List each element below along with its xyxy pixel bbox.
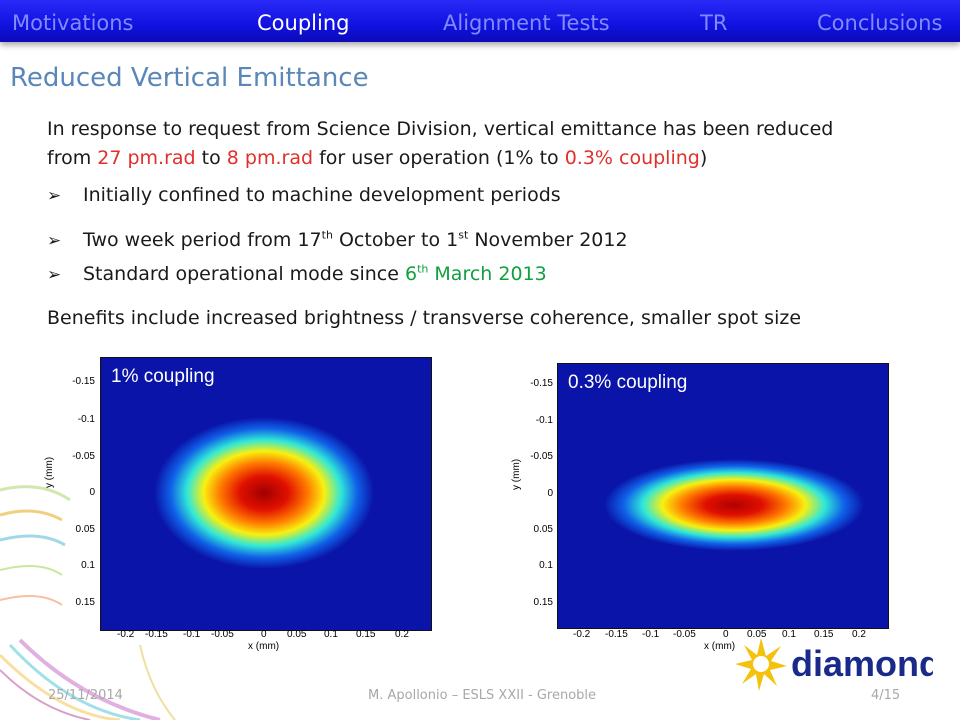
section-nav-bar: Motivations Coupling Alignment Tests TR … (0, 0, 960, 42)
x-tick-label: 0.05 (287, 629, 307, 640)
footer-date: 25/11/2014 (48, 688, 123, 703)
intro-text: for user operation (1% to (313, 147, 565, 169)
bullet-superscript: st (458, 228, 469, 242)
y-axis-label: y (mm) (44, 456, 55, 488)
coupling-after: 0.3% coupling (564, 147, 700, 169)
intro-line-1: In response to request from Science Divi… (47, 118, 834, 140)
bullet-item: ➢ Standard operational mode since 6th Mar… (47, 260, 547, 290)
y-tick-label: -0.1 (535, 415, 553, 426)
decorative-streaks (0, 485, 176, 720)
y-tick-label: 0.1 (81, 560, 95, 571)
bullet-text: October to 1 (332, 229, 459, 251)
diamond-logo: diamond (733, 634, 941, 698)
x-tick-label: 0.2 (395, 629, 409, 640)
bullet-date-highlight: 6 (404, 263, 418, 285)
diamond-logo-icon: diamond (735, 638, 941, 691)
arrow-bullet-icon: ➢ (47, 186, 62, 206)
intro-text: to (195, 147, 227, 169)
bullet-superscript: th (321, 228, 333, 242)
nav-item-motivations[interactable]: Motivations (12, 11, 134, 35)
bullet-text: Two week period from 17 (83, 229, 322, 251)
nav-item-tr[interactable]: TR (700, 11, 728, 35)
y-tick-label: -0.05 (530, 451, 553, 462)
x-tick-label: 0.2 (852, 629, 866, 640)
y-tick-label: 0 (89, 487, 95, 498)
bullet-item: ➢ Initially confined to machine developme… (47, 181, 561, 211)
x-tick-label: -0.05 (673, 629, 696, 640)
intro-text: ) (699, 147, 708, 169)
nav-item-conclusions[interactable]: Conclusions (817, 11, 943, 35)
y-axis-label: y (mm) (511, 458, 522, 490)
y-tick-label: 0.15 (533, 597, 553, 608)
plot-frame: 0.3% coupling (557, 363, 889, 629)
arrow-bullet-icon: ➢ (47, 265, 62, 285)
emittance-after: 8 pm.rad (226, 147, 314, 169)
bullet-item: ➢ Two week period from 17th October to 1s… (47, 226, 628, 256)
plot-label: 0.3% coupling (568, 372, 688, 393)
x-tick-label: -0.2 (117, 629, 135, 640)
x-tick-label: -0.2 (573, 629, 591, 640)
y-tick-label: 0.1 (539, 560, 553, 571)
bullet-date-highlight: March 2013 (428, 263, 547, 285)
y-tick-label: 0.15 (75, 597, 95, 608)
y-tick-label: -0.15 (530, 378, 553, 389)
benefits-text: Benefits include increased brightness / … (47, 307, 802, 329)
x-tick-label: 0 (723, 629, 729, 640)
bullet-superscript: th (417, 262, 429, 276)
footer-page-number: 4/15 (871, 688, 901, 703)
y-tick-label: -0.05 (72, 451, 95, 462)
y-tick-label: 0.05 (533, 524, 553, 535)
footer-author: M. Apollonio – ESLS XXII - Grenoble (368, 688, 597, 703)
x-tick-label: 0.05 (747, 629, 767, 640)
x-tick-label: -0.05 (211, 629, 234, 640)
y-tick-label: 0 (547, 488, 553, 499)
bullet-text: November 2012 (468, 229, 628, 251)
nav-item-coupling[interactable]: Coupling (257, 11, 350, 35)
bullet-text: Standard operational mode since (83, 263, 405, 285)
arrow-bullet-icon: ➢ (47, 231, 62, 251)
x-tick-label: 0.1 (324, 629, 338, 640)
y-tick-label: 0.05 (75, 524, 95, 535)
y-tick-label: -0.15 (72, 376, 95, 387)
x-axis-label: x (mm) (248, 641, 280, 652)
bullet-text: Initially confined to machine developmen… (83, 184, 561, 206)
x-tick-label: -0.15 (145, 629, 168, 640)
intro-text: from (47, 147, 98, 169)
emittance-before: 27 pm.rad (97, 147, 196, 169)
slide-title: Reduced Vertical Emittance (10, 63, 369, 93)
x-tick-label: -0.1 (183, 629, 201, 640)
x-tick-label: 0.15 (814, 629, 834, 640)
x-axis-label: x (mm) (704, 641, 736, 652)
x-tick-label: 0.15 (356, 629, 376, 640)
x-tick-label: -0.15 (605, 629, 628, 640)
plot-label: 1% coupling (111, 366, 215, 387)
beam-spot-image (604, 459, 864, 551)
beam-spot-image (154, 417, 374, 569)
x-tick-label: 0 (261, 629, 267, 640)
y-tick-label: -0.1 (77, 414, 95, 425)
x-tick-label: -0.1 (642, 629, 660, 640)
x-tick-label: 0.1 (782, 629, 796, 640)
nav-item-alignment-tests[interactable]: Alignment Tests (443, 11, 610, 35)
logo-wordmark: diamond (791, 643, 933, 684)
plot-frame: 1% coupling (100, 357, 432, 631)
intro-paragraph: In response to request from Science Divi… (47, 115, 927, 173)
